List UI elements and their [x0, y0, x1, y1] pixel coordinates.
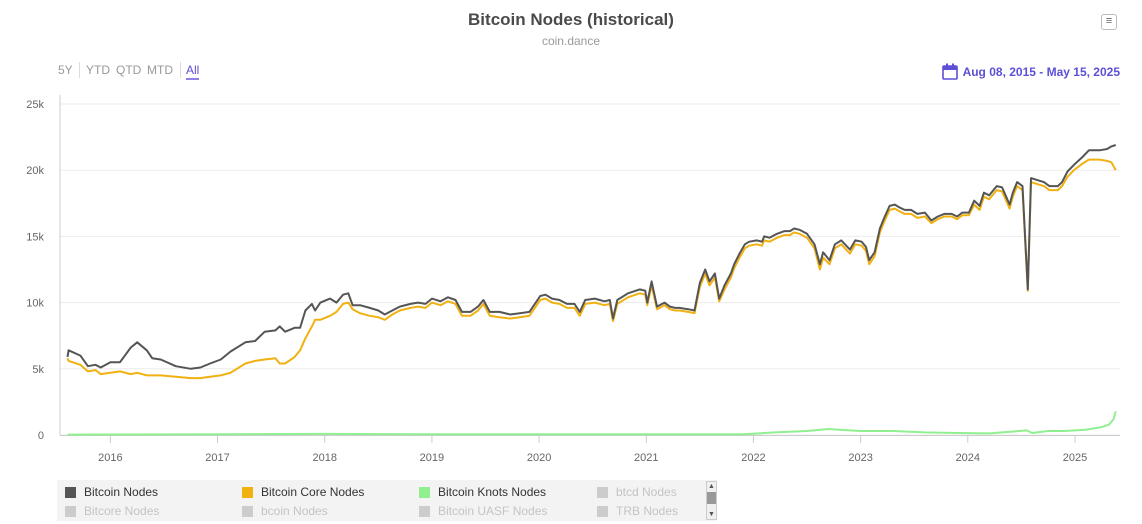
legend-swatch: [65, 486, 76, 498]
divider: [79, 62, 80, 78]
series-line-bitcoin-nodes: [66, 144, 1117, 370]
legend-item[interactable]: Bitcoin Nodes: [65, 485, 158, 499]
y-tick-label: 5k: [32, 364, 44, 376]
legend-item[interactable]: Bitcoin UASF Nodes: [419, 504, 547, 518]
chart-title: Bitcoin Nodes (historical): [468, 10, 674, 29]
x-tick-label: 2019: [420, 452, 444, 464]
x-tick-label: 2018: [312, 452, 336, 464]
legend-swatch: [597, 505, 608, 517]
legend-label: TRB Nodes: [616, 504, 679, 518]
legend-label: bcoin Nodes: [261, 504, 328, 518]
y-tick-label: 20k: [26, 165, 44, 177]
calendar-icon: [941, 63, 958, 80]
legend-swatch: [419, 505, 430, 517]
y-tick-label: 10k: [26, 298, 44, 310]
x-tick-label: 2021: [634, 452, 658, 464]
legend-swatch: [242, 505, 253, 517]
range-qtd-button[interactable]: QTD: [116, 63, 142, 77]
legend-label: Bitcoin Knots Nodes: [438, 485, 547, 499]
x-tick-label: 2023: [848, 452, 872, 464]
range-5y-button[interactable]: 5Y: [58, 63, 73, 77]
series-line-bitcoin-core-nodes: [66, 158, 1117, 380]
legend-label: Bitcoin Core Nodes: [261, 485, 365, 499]
chart-plot[interactable]: 0 5k 10k 15k 20k 25k 2016 2017 2018 2019 2020 2021 2…: [0, 0, 1142, 470]
x-tick-label: 2017: [205, 452, 229, 464]
legend-label: Bitcoin Nodes: [84, 485, 159, 499]
legend-label: Bitcoin UASF Nodes: [438, 504, 548, 518]
legend-swatch: [65, 505, 76, 517]
series-line-bitcoin-knots-nodes: [67, 410, 1117, 436]
date-range-label: Aug 08, 2015 - May 15, 2025: [962, 64, 1120, 79]
y-tick-label: 25k: [26, 99, 44, 111]
legend-item[interactable]: bcoin Nodes: [242, 504, 328, 518]
range-all-button[interactable]: All: [186, 63, 200, 80]
x-tick-label: 2024: [956, 452, 980, 464]
divider: [180, 62, 181, 78]
legend-item[interactable]: Bitcoin Core Nodes: [242, 485, 364, 499]
x-tick-label: 2020: [527, 452, 551, 464]
x-tick-label: 2025: [1063, 452, 1087, 464]
range-ytd-button[interactable]: YTD: [86, 63, 110, 77]
legend-item[interactable]: Bitcoin Knots Nodes: [419, 485, 546, 499]
scroll-thumb[interactable]: [707, 492, 716, 504]
legend-item[interactable]: Bitcore Nodes: [65, 504, 159, 518]
range-mtd-button[interactable]: MTD: [147, 63, 173, 77]
legend-label: btcd Nodes: [616, 485, 677, 499]
date-range-picker[interactable]: Aug 08, 2015 - May 15, 2025: [941, 63, 1120, 80]
legend-label: Bitcore Nodes: [84, 504, 160, 518]
x-tick-label: 2016: [98, 452, 122, 464]
legend-scrollbar[interactable]: ▲ ▼: [706, 481, 717, 520]
chart-subtitle: coin.dance: [541, 34, 601, 48]
x-tick-label: 2022: [741, 452, 765, 464]
scroll-down-icon[interactable]: ▼: [708, 511, 715, 518]
legend-item[interactable]: TRB Nodes: [597, 504, 678, 518]
legend: Bitcoin Nodes Bitcoin Core Nodes Bitcoin K…: [57, 480, 717, 521]
legend-swatch: [242, 486, 253, 498]
scroll-up-icon[interactable]: ▲: [708, 483, 715, 490]
legend-item[interactable]: btcd Nodes: [597, 485, 677, 499]
hamburger-icon[interactable]: ≡: [1101, 14, 1117, 30]
legend-swatch: [419, 486, 430, 498]
y-tick-label: 15k: [26, 231, 44, 243]
legend-swatch: [597, 486, 608, 498]
y-tick-label: 0: [38, 430, 44, 442]
